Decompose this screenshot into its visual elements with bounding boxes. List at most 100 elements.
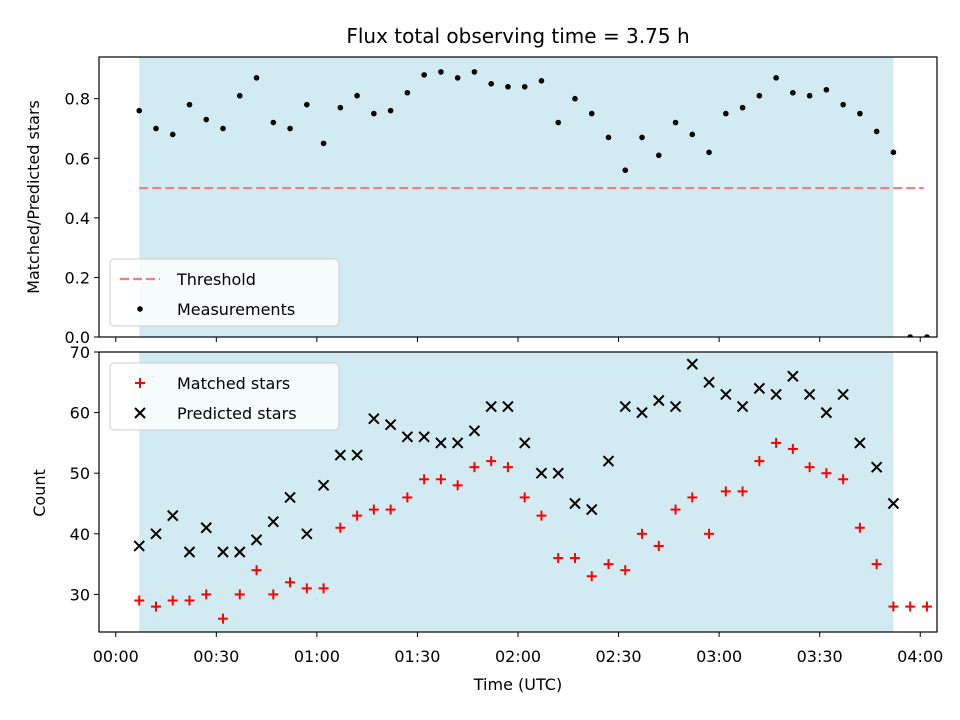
matched-stars-point (787, 443, 798, 454)
measurement-point (689, 131, 696, 138)
predicted-stars-point (703, 376, 715, 389)
predicted-stars-point (284, 491, 296, 504)
y-tick-label: 70 (70, 343, 90, 362)
measurement-point (873, 128, 880, 135)
matched-stars-point (569, 553, 580, 564)
matched-stars-point (218, 613, 229, 624)
legend-matched-swatch (135, 378, 145, 388)
matched-stars-point (720, 486, 731, 497)
x-tick-label: 00:30 (193, 647, 239, 666)
matched-stars-point (352, 510, 363, 521)
measurement-point (136, 107, 143, 114)
measurement-point (639, 134, 645, 141)
predicted-stars-point (384, 419, 397, 431)
matched-stars-point (905, 601, 916, 612)
measurement-point (806, 92, 813, 99)
legend-predicted-swatch (134, 407, 146, 419)
predicted-stars-point (870, 461, 883, 473)
matched-stars-point (653, 540, 664, 551)
predicted-stars-point (234, 546, 246, 558)
predicted-stars-point (770, 388, 782, 401)
measurement-point (471, 69, 478, 75)
matched-stars-point (452, 480, 463, 491)
matched-stars-point (251, 565, 262, 576)
x-axis-label: Time (UTC) (473, 675, 562, 694)
measurement-point (270, 119, 277, 126)
measurement-point (236, 92, 243, 99)
matched-stars-point (201, 589, 212, 600)
measurement-point (622, 167, 629, 173)
measurement-point (756, 92, 763, 99)
legend: Matched stars Predicted stars (109, 362, 340, 431)
matched-stars-point (150, 601, 161, 612)
measurement-point (773, 75, 779, 81)
matched-stars-point (469, 462, 480, 473)
matched-stars-point (285, 577, 296, 588)
matched-stars-point (603, 559, 614, 570)
x-tick-label: 03:00 (696, 647, 742, 666)
matched-stars-point (737, 486, 748, 497)
measurement-point (404, 89, 411, 96)
predicted-stars-point (485, 400, 497, 413)
predicted-stars-point (133, 540, 145, 552)
chart-title: Flux total observing time = 3.75 h (346, 24, 689, 48)
matched-stars-point (838, 474, 849, 485)
legend-label: Threshold (176, 270, 256, 289)
matched-stars-point (687, 492, 698, 503)
predicted-stars-point (301, 528, 313, 540)
matched-stars-point (536, 510, 547, 521)
predicted-stars-point (569, 497, 581, 510)
predicted-stars-point (653, 394, 665, 407)
matched-stars-point (586, 571, 597, 582)
matched-stars-point (419, 474, 430, 485)
x-tick-label: 04:00 (897, 647, 943, 666)
measurement-point (588, 110, 595, 117)
x-tick-label: 01:30 (394, 647, 440, 666)
measurement-point (672, 119, 679, 126)
matched-stars-point (771, 437, 782, 448)
measurement-point (840, 101, 846, 108)
matched-stars-point (167, 595, 178, 606)
legend: Threshold Measurements (109, 258, 340, 327)
predicted-stars-point (586, 503, 598, 516)
predicted-stars-point (418, 431, 430, 443)
matched-stars-point (670, 504, 681, 515)
x-tick-label: 02:30 (596, 647, 642, 666)
matched-stars-point (888, 601, 899, 612)
measurement-point (505, 83, 511, 90)
matched-stars-point (804, 462, 815, 473)
matched-stars-point (385, 504, 396, 515)
measurement-point (739, 104, 746, 111)
bottom-panel: 30 40 50 60 70 00:00 00:30 01:00 01:30 02:00 02:30… (70, 343, 944, 666)
matched-stars-point (335, 522, 346, 533)
predicted-stars-point (200, 522, 212, 534)
y-tick-label: 60 (70, 404, 90, 423)
matched-stars-point (821, 468, 832, 479)
top-panel: 0.0 0.2 0.4 0.6 0.8 Threshold Measurements (65, 56, 938, 347)
measurement-point (555, 119, 562, 126)
y-tick-label: 0.2 (65, 268, 90, 287)
predicted-stars-point (753, 382, 766, 395)
legend-measurement-swatch (137, 306, 143, 312)
x-tick-label: 00:00 (93, 647, 139, 666)
legend-label: Measurements (177, 300, 295, 319)
x-tick-label: 03:30 (797, 647, 843, 666)
y-tick-label: 40 (70, 525, 90, 544)
y-tick-label: 0.6 (65, 149, 90, 168)
measurement-point (304, 101, 310, 108)
measurement-point (320, 140, 327, 147)
matched-stars-point (301, 583, 312, 594)
predicted-stars-point (502, 400, 514, 413)
predicted-stars-point (669, 400, 682, 413)
matched-stars-point (402, 492, 413, 503)
matched-stars-point (754, 456, 765, 467)
matched-stars-point (368, 504, 379, 515)
predicted-stars-point (518, 437, 531, 449)
matched-stars-point (519, 492, 530, 503)
x-tick-label: 01:00 (294, 647, 340, 666)
predicted-stars-point (820, 406, 833, 419)
plot-area (133, 358, 932, 624)
measurement-point (354, 92, 360, 99)
measurement-point (572, 95, 578, 102)
